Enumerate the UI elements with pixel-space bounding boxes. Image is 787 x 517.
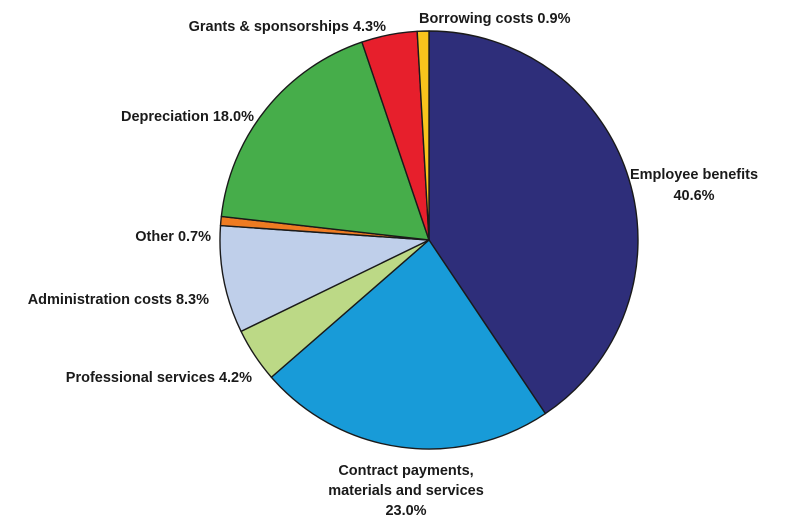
label-line: Contract payments,	[338, 463, 473, 479]
label-line: Depreciation 18.0%	[121, 109, 254, 125]
label-line: Borrowing costs 0.9%	[419, 11, 571, 27]
label-borrowing-costs: Borrowing costs 0.9%	[419, 11, 571, 27]
label-line: materials and services	[328, 483, 484, 499]
label-line: Grants & sponsorships 4.3%	[189, 19, 387, 35]
label-line: Employee benefits	[630, 167, 758, 183]
label-grants-sponsorships: Grants & sponsorships 4.3%	[189, 19, 387, 35]
label-contract-payments-materials-and-services: Contract payments, materials and services…	[328, 463, 484, 517]
label-line: Other 0.7%	[135, 229, 211, 245]
label-line: 40.6%	[673, 188, 714, 204]
pie-slices	[220, 31, 638, 449]
label-other: Other 0.7%	[135, 229, 211, 245]
label-line: Professional services 4.2%	[66, 370, 252, 386]
label-professional-services: Professional services 4.2%	[66, 370, 252, 386]
label-line: 23.0%	[385, 503, 426, 517]
label-administration-costs: Administration costs 8.3%	[28, 292, 209, 308]
label-line: Administration costs 8.3%	[28, 292, 209, 308]
label-employee-benefits: Employee benefits 40.6%	[630, 167, 758, 204]
label-depreciation: Depreciation 18.0%	[121, 109, 254, 125]
